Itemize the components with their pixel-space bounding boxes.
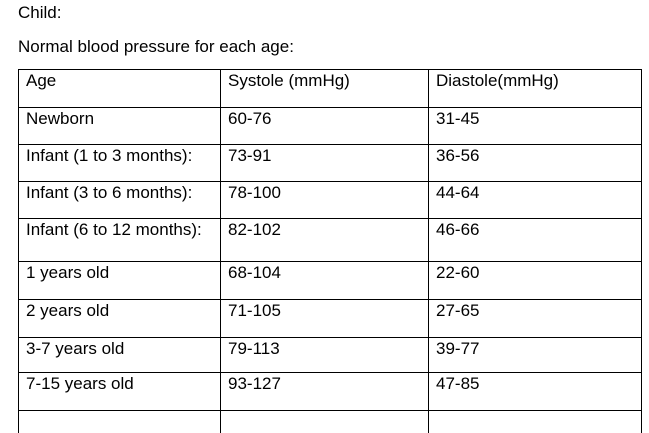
cell-age: 7-15 years old [19,373,221,411]
cell-diastole: 27-65 [429,300,642,338]
cell-empty [19,411,221,433]
cell-systole: 73-91 [221,145,429,182]
cell-empty [429,411,642,433]
cell-empty [221,411,429,433]
cell-systole: 60-76 [221,108,429,145]
cell-systole: 68-104 [221,262,429,300]
cell-systole: 71-105 [221,300,429,338]
blood-pressure-table: Age Systole (mmHg) Diastole(mmHg) Newbor… [18,69,642,433]
header-age: Age [19,70,221,108]
cell-age: 3-7 years old [19,338,221,373]
table-row: 1 years old 68-104 22-60 [19,262,642,300]
table-row: Newborn 60-76 31-45 [19,108,642,145]
cell-diastole: 22-60 [429,262,642,300]
document-heading: Child: [18,3,61,23]
cell-systole: 93-127 [221,373,429,411]
cell-diastole: 47-85 [429,373,642,411]
cell-diastole: 31-45 [429,108,642,145]
cell-age: Infant (1 to 3 months): [19,145,221,182]
table-row: Infant (6 to 12 months): 82-102 46-66 [19,219,642,262]
table-row: 3-7 years old 79-113 39-77 [19,338,642,373]
header-diastole: Diastole(mmHg) [429,70,642,108]
table-row: 7-15 years old 93-127 47-85 [19,373,642,411]
cell-systole: 79-113 [221,338,429,373]
cell-age: Infant (6 to 12 months): [19,219,221,262]
table-row-empty [19,411,642,433]
table-row: Infant (1 to 3 months): 73-91 36-56 [19,145,642,182]
table-header-row: Age Systole (mmHg) Diastole(mmHg) [19,70,642,108]
document-subheading: Normal blood pressure for each age: [18,37,294,57]
cell-diastole: 39-77 [429,338,642,373]
cell-diastole: 46-66 [429,219,642,262]
cell-systole: 82-102 [221,219,429,262]
header-systole: Systole (mmHg) [221,70,429,108]
cell-diastole: 44-64 [429,182,642,219]
table-row: 2 years old 71-105 27-65 [19,300,642,338]
cell-age: 2 years old [19,300,221,338]
cell-systole: 78-100 [221,182,429,219]
table-row: Infant (3 to 6 months): 78-100 44-64 [19,182,642,219]
cell-age: 1 years old [19,262,221,300]
cell-diastole: 36-56 [429,145,642,182]
cell-age: Infant (3 to 6 months): [19,182,221,219]
cell-age: Newborn [19,108,221,145]
